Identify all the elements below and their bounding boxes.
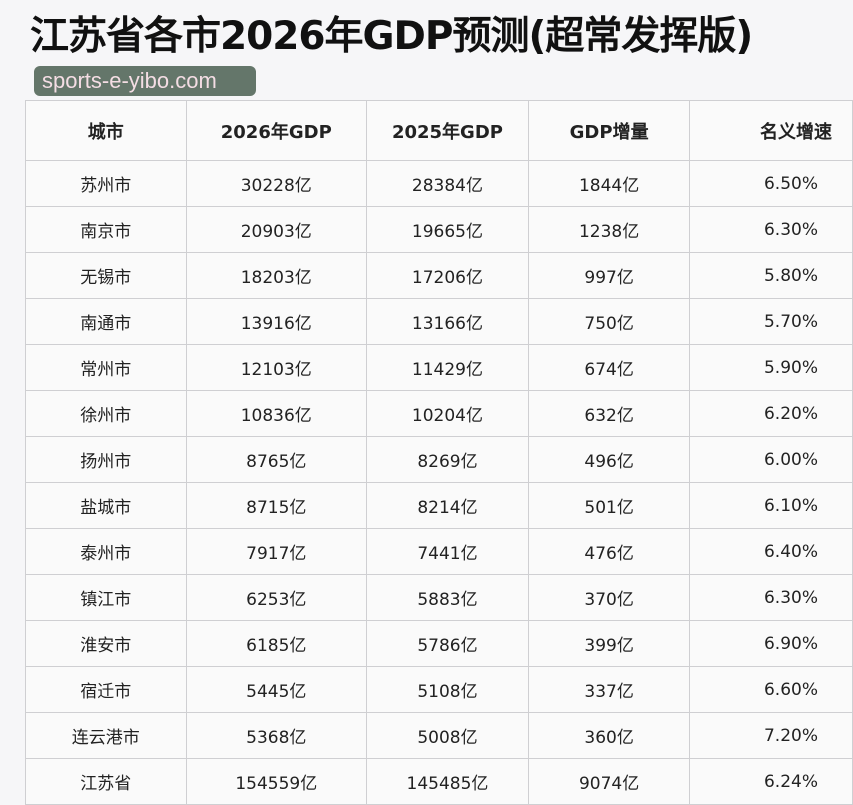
cell-gdp-2025: 5883亿: [365, 574, 529, 621]
table-row: 淮安市 6185亿 5786亿 399亿 6.90%: [25, 620, 853, 667]
cell-gdp-increase: 501亿: [527, 482, 691, 529]
cell-gdp-increase: 9074亿: [527, 758, 691, 805]
column-header-gdp-increase: GDP增量: [527, 100, 691, 161]
cell-gdp-2026: 13916亿: [185, 298, 367, 345]
cell-gdp-increase: 1238亿: [527, 206, 691, 253]
table-row: 连云港市 5368亿 5008亿 360亿 7.20%: [25, 712, 853, 759]
cell-gdp-increase: 496亿: [527, 436, 691, 483]
table-row: 宿迁市 5445亿 5108亿 337亿 6.60%: [25, 666, 853, 713]
cell-gdp-2025: 7441亿: [365, 528, 529, 575]
cell-gdp-increase: 476亿: [527, 528, 691, 575]
cell-city: 南通市: [25, 298, 187, 345]
cell-gdp-2026: 18203亿: [185, 252, 367, 299]
cell-nominal-growth: 7.20%: [689, 712, 853, 759]
cell-city: 扬州市: [25, 436, 187, 483]
cell-gdp-2026: 5368亿: [185, 712, 367, 759]
cell-gdp-2026: 12103亿: [185, 344, 367, 391]
cell-gdp-2026: 7917亿: [185, 528, 367, 575]
cell-gdp-2025: 8214亿: [365, 482, 529, 529]
gdp-table: 城市 2026年GDP 2025年GDP GDP增量 名义增速 苏州市 30228亿 283…: [25, 100, 853, 805]
table-row: 泰州市 7917亿 7441亿 476亿 6.40%: [25, 528, 853, 575]
column-header-gdp-2025: 2025年GDP: [365, 100, 529, 161]
cell-gdp-2026: 10836亿: [185, 390, 367, 437]
cell-gdp-2026: 8715亿: [185, 482, 367, 529]
cell-nominal-growth: 6.30%: [689, 206, 853, 253]
cell-gdp-2025: 11429亿: [365, 344, 529, 391]
table-row: 徐州市 10836亿 10204亿 632亿 6.20%: [25, 390, 853, 437]
cell-city: 常州市: [25, 344, 187, 391]
cell-gdp-2025: 13166亿: [365, 298, 529, 345]
cell-gdp-increase: 1844亿: [527, 160, 691, 207]
cell-nominal-growth: 6.50%: [689, 160, 853, 207]
cell-city: 淮安市: [25, 620, 187, 667]
table-row: 常州市 12103亿 11429亿 674亿 5.90%: [25, 344, 853, 391]
table-row: 无锡市 18203亿 17206亿 997亿 5.80%: [25, 252, 853, 299]
cell-gdp-2025: 5008亿: [365, 712, 529, 759]
cell-gdp-increase: 997亿: [527, 252, 691, 299]
table-row: 盐城市 8715亿 8214亿 501亿 6.10%: [25, 482, 853, 529]
cell-city: 宿迁市: [25, 666, 187, 713]
cell-nominal-growth: 5.70%: [689, 298, 853, 345]
cell-gdp-2026: 5445亿: [185, 666, 367, 713]
cell-nominal-growth: 6.00%: [689, 436, 853, 483]
cell-city: 泰州市: [25, 528, 187, 575]
cell-gdp-increase: 632亿: [527, 390, 691, 437]
cell-gdp-increase: 370亿: [527, 574, 691, 621]
table-header-row: 城市 2026年GDP 2025年GDP GDP增量 名义增速: [25, 100, 853, 161]
column-header-nominal-growth: 名义增速: [689, 100, 853, 161]
cell-gdp-2026: 6185亿: [185, 620, 367, 667]
cell-gdp-increase: 337亿: [527, 666, 691, 713]
cell-gdp-2026: 8765亿: [185, 436, 367, 483]
cell-gdp-2025: 145485亿: [365, 758, 529, 805]
cell-gdp-2025: 5108亿: [365, 666, 529, 713]
cell-city: 盐城市: [25, 482, 187, 529]
cell-city: 苏州市: [25, 160, 187, 207]
cell-city: 江苏省: [25, 758, 187, 805]
cell-nominal-growth: 6.24%: [689, 758, 853, 805]
cell-nominal-growth: 6.20%: [689, 390, 853, 437]
column-header-gdp-2026: 2026年GDP: [185, 100, 367, 161]
cell-city: 无锡市: [25, 252, 187, 299]
table-row: 南京市 20903亿 19665亿 1238亿 6.30%: [25, 206, 853, 253]
cell-gdp-2025: 5786亿: [365, 620, 529, 667]
cell-gdp-2026: 154559亿: [185, 758, 367, 805]
cell-gdp-2025: 8269亿: [365, 436, 529, 483]
cell-gdp-2026: 6253亿: [185, 574, 367, 621]
cell-gdp-increase: 674亿: [527, 344, 691, 391]
cell-nominal-growth: 5.80%: [689, 252, 853, 299]
cell-city: 镇江市: [25, 574, 187, 621]
table-row: 苏州市 30228亿 28384亿 1844亿 6.50%: [25, 160, 853, 207]
cell-nominal-growth: 6.60%: [689, 666, 853, 713]
table-row: 江苏省 154559亿 145485亿 9074亿 6.24%: [25, 758, 853, 805]
cell-gdp-2025: 28384亿: [365, 160, 529, 207]
cell-nominal-growth: 6.30%: [689, 574, 853, 621]
table-row: 扬州市 8765亿 8269亿 496亿 6.00%: [25, 436, 853, 483]
cell-gdp-increase: 399亿: [527, 620, 691, 667]
cell-nominal-growth: 5.90%: [689, 344, 853, 391]
cell-city: 徐州市: [25, 390, 187, 437]
cell-gdp-2026: 30228亿: [185, 160, 367, 207]
cell-gdp-2025: 10204亿: [365, 390, 529, 437]
cell-city: 南京市: [25, 206, 187, 253]
cell-gdp-increase: 750亿: [527, 298, 691, 345]
table-row: 南通市 13916亿 13166亿 750亿 5.70%: [25, 298, 853, 345]
cell-nominal-growth: 6.10%: [689, 482, 853, 529]
cell-gdp-2025: 19665亿: [365, 206, 529, 253]
cell-gdp-2025: 17206亿: [365, 252, 529, 299]
column-header-city: 城市: [25, 100, 187, 161]
page-title: 江苏省各市2026年GDP预测(超常发挥版): [30, 14, 753, 59]
table-row: 镇江市 6253亿 5883亿 370亿 6.30%: [25, 574, 853, 621]
cell-nominal-growth: 6.40%: [689, 528, 853, 575]
cell-gdp-2026: 20903亿: [185, 206, 367, 253]
cell-nominal-growth: 6.90%: [689, 620, 853, 667]
cell-city: 连云港市: [25, 712, 187, 759]
watermark: sports-e-yibo.com: [34, 66, 256, 96]
cell-gdp-increase: 360亿: [527, 712, 691, 759]
